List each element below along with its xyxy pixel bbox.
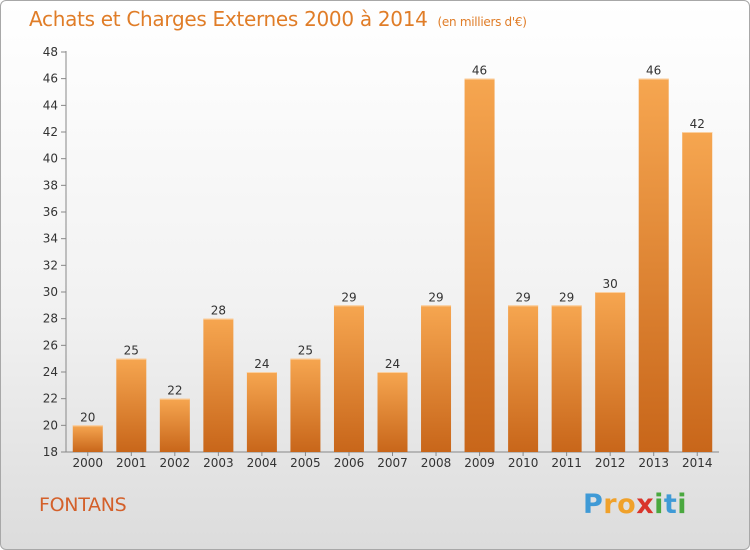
bar-value-label: 30	[603, 277, 618, 291]
bar-value-label: 25	[124, 344, 139, 358]
bar-value-label: 29	[559, 290, 574, 304]
bar-2007	[377, 372, 408, 452]
y-tick-label: 24	[43, 365, 58, 379]
chart-axes: 18 20 22 24 26 28 30 32 34 36 38 40 42 44 46 48 2000 2001…	[43, 45, 719, 470]
x-tick-label: 2006	[334, 456, 365, 470]
y-tick-label: 36	[43, 205, 58, 219]
chart-title: Achats et Charges Externes 2000 à 2014 (e…	[29, 7, 527, 31]
x-tick-label: 2004	[247, 456, 278, 470]
bar-2005	[290, 358, 321, 452]
x-tick-label: 2002	[160, 456, 191, 470]
x-tick-label: 2008	[421, 456, 452, 470]
y-tick-label: 46	[43, 72, 58, 86]
x-tick-label: 2005	[290, 456, 321, 470]
bar-2012	[595, 292, 626, 452]
chart-subtitle: (en milliers d'€)	[437, 15, 527, 29]
bar-value-label: 24	[254, 357, 269, 371]
bar-2009	[464, 78, 495, 453]
bar-2001	[116, 358, 147, 452]
bar-2006	[333, 305, 364, 452]
y-tick-label: 32	[43, 258, 58, 272]
x-tick-label: 2014	[682, 456, 713, 470]
x-tick-label: 2013	[638, 456, 669, 470]
y-tick-label: 28	[43, 312, 58, 326]
bar-value-label: 46	[646, 64, 661, 78]
y-tick-label: 40	[43, 152, 58, 166]
bar-value-label: 22	[167, 384, 182, 398]
y-tick-label: 48	[43, 45, 58, 59]
y-tick-label: 20	[43, 418, 58, 432]
bar-2014	[682, 132, 713, 452]
bar-value-label: 42	[690, 117, 705, 131]
bar-value-label: 29	[341, 290, 356, 304]
logo-letter: i	[677, 489, 688, 520]
chart-title-text: Achats et Charges Externes 2000 à 2014	[29, 7, 428, 31]
bar-value-label: 29	[515, 290, 530, 304]
bar-2000	[72, 425, 103, 452]
y-tick-label: 22	[43, 392, 58, 406]
bar-value-label: 24	[385, 357, 400, 371]
bar-value-label: 46	[472, 64, 487, 78]
logo-letter: x	[636, 489, 655, 520]
bar-2013	[638, 78, 669, 453]
bar-value-label: 28	[211, 304, 226, 318]
bar-2004	[246, 372, 277, 452]
x-tick-label: 2001	[116, 456, 147, 470]
x-tick-label: 2007	[377, 456, 408, 470]
bar-value-label: 29	[428, 290, 443, 304]
x-tick-label: 2000	[72, 456, 103, 470]
bar-2002	[159, 398, 190, 452]
y-tick-label: 34	[43, 232, 58, 246]
x-tick-label: 2009	[464, 456, 495, 470]
bar-value-label: 20	[80, 410, 95, 424]
y-tick-label: 18	[43, 445, 58, 459]
logo-letter: i	[654, 489, 664, 520]
bar-2011	[551, 305, 582, 452]
logo-letter: r	[603, 489, 618, 520]
x-tick-label: 2011	[551, 456, 582, 470]
y-tick-label: 42	[43, 125, 58, 139]
logo-letter: P	[583, 489, 604, 520]
commune-name: FONTANS	[39, 494, 127, 516]
x-tick-label: 2003	[203, 456, 234, 470]
bar-2008	[421, 305, 452, 452]
x-tick-label: 2010	[508, 456, 539, 470]
y-tick-label: 30	[43, 285, 58, 299]
y-tick-label: 38	[43, 178, 58, 192]
bar-2003	[203, 318, 234, 452]
logo-letter: t	[663, 489, 678, 520]
x-tick-label: 2012	[595, 456, 626, 470]
y-tick-label: 44	[43, 98, 58, 112]
chart-bars: 20 25 22 28 24 25 29 24 29 46 29 29 30 46 42	[72, 64, 713, 453]
proxiti-logo: Proxiti	[583, 489, 687, 520]
y-tick-label: 26	[43, 338, 58, 352]
bar-value-label: 25	[298, 344, 313, 358]
bar-2010	[508, 305, 539, 452]
logo-letter: o	[617, 489, 637, 520]
